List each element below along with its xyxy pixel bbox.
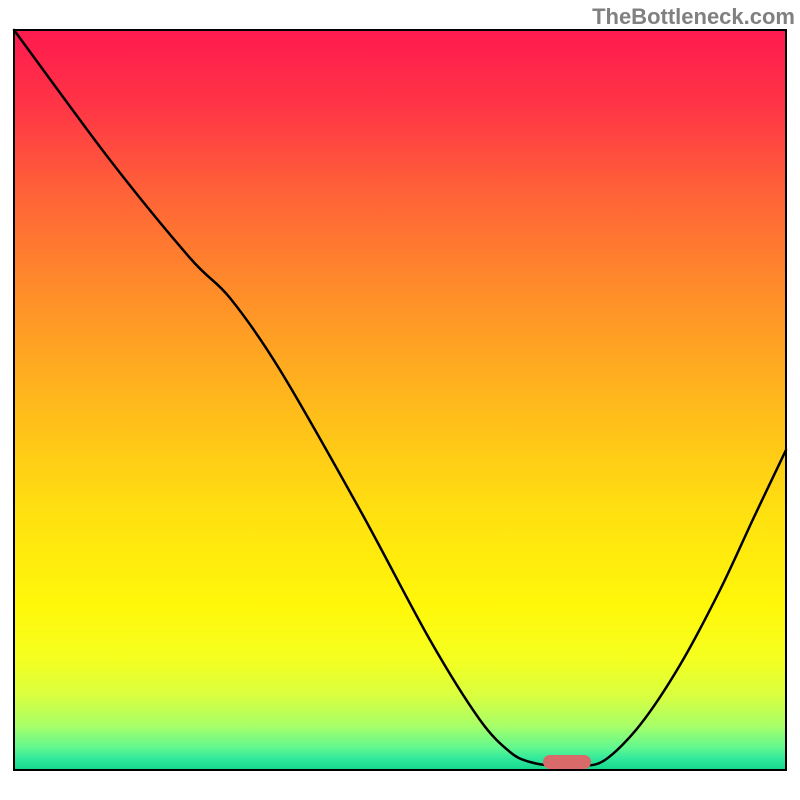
watermark-text: TheBottleneck.com bbox=[592, 4, 795, 30]
gradient-background bbox=[14, 30, 786, 770]
bottleneck-chart: TheBottleneck.com bbox=[0, 0, 800, 800]
